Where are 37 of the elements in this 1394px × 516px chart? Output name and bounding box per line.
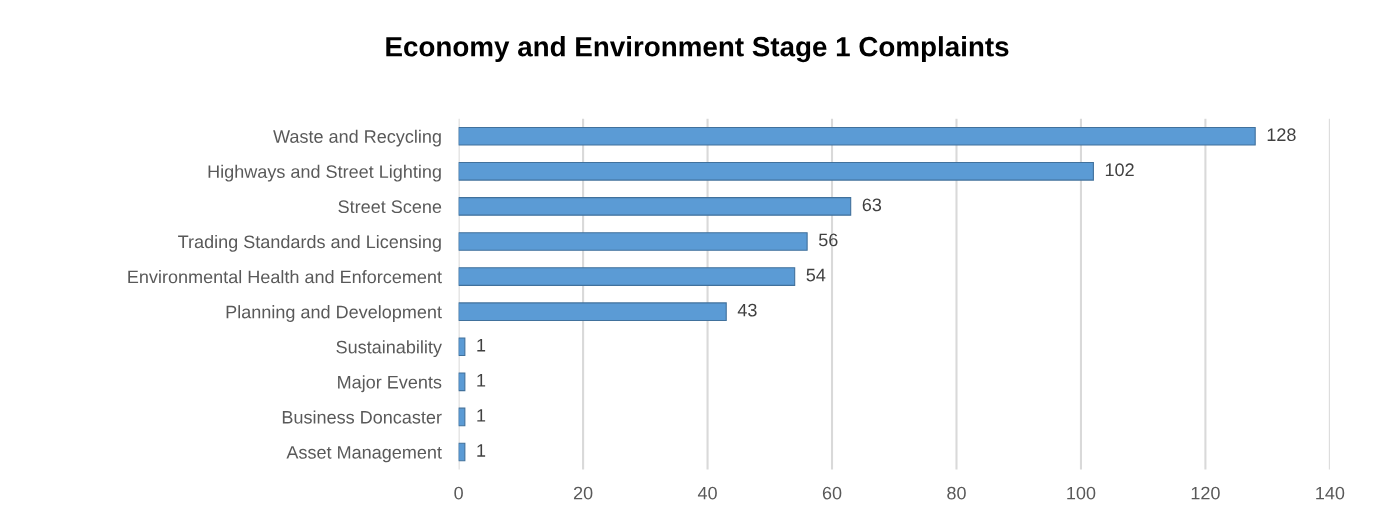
- bar: [458, 372, 466, 392]
- data-label: 1: [477, 339, 486, 352]
- y-tick-label: Major Events: [338, 375, 442, 393]
- y-tick-label: Sustainability: [336, 340, 442, 358]
- data-label: 1: [477, 409, 486, 422]
- x-tick-label: 140: [1316, 486, 1345, 500]
- y-tick-label: Business Doncaster: [282, 410, 442, 424]
- y-tick-label: Planning and Development: [226, 305, 442, 322]
- data-label: 43: [737, 303, 757, 317]
- bar: [458, 337, 466, 357]
- data-label: 102: [1105, 163, 1134, 177]
- bar: [458, 232, 808, 251]
- data-label: 128: [1267, 128, 1296, 142]
- x-tick-label: 120: [1191, 486, 1220, 500]
- y-tick-label: Highways and Street Lighting: [208, 164, 441, 182]
- x-tick-label: 0: [454, 486, 463, 500]
- data-label: 56: [818, 233, 838, 247]
- data-label: 63: [862, 198, 882, 212]
- y-tick-label: Waste and Recycling: [273, 129, 441, 147]
- bar: [458, 267, 796, 286]
- bar: [458, 161, 1094, 181]
- x-tick-label: 60: [822, 486, 842, 500]
- x-tick-label: 100: [1067, 486, 1096, 500]
- y-tick-label: Trading Standards and Licensing: [178, 234, 441, 252]
- x-tick-label: 40: [697, 486, 717, 500]
- data-label: 1: [477, 374, 486, 387]
- x-tick-label: 80: [947, 486, 966, 500]
- bar: [458, 126, 1256, 146]
- y-tick-label: Environmental Health and Enforcement: [128, 270, 442, 284]
- data-label: 54: [806, 268, 826, 282]
- chart-title: Economy and Environment Stage 1 Complaints: [386, 36, 1009, 63]
- x-tick-label: 20: [573, 486, 593, 500]
- bar: [458, 302, 727, 321]
- y-tick-label: Street Scene: [338, 200, 442, 214]
- y-tick-label: Asset Management: [286, 446, 442, 463]
- bar: [458, 197, 852, 216]
- data-label: 1: [477, 444, 486, 457]
